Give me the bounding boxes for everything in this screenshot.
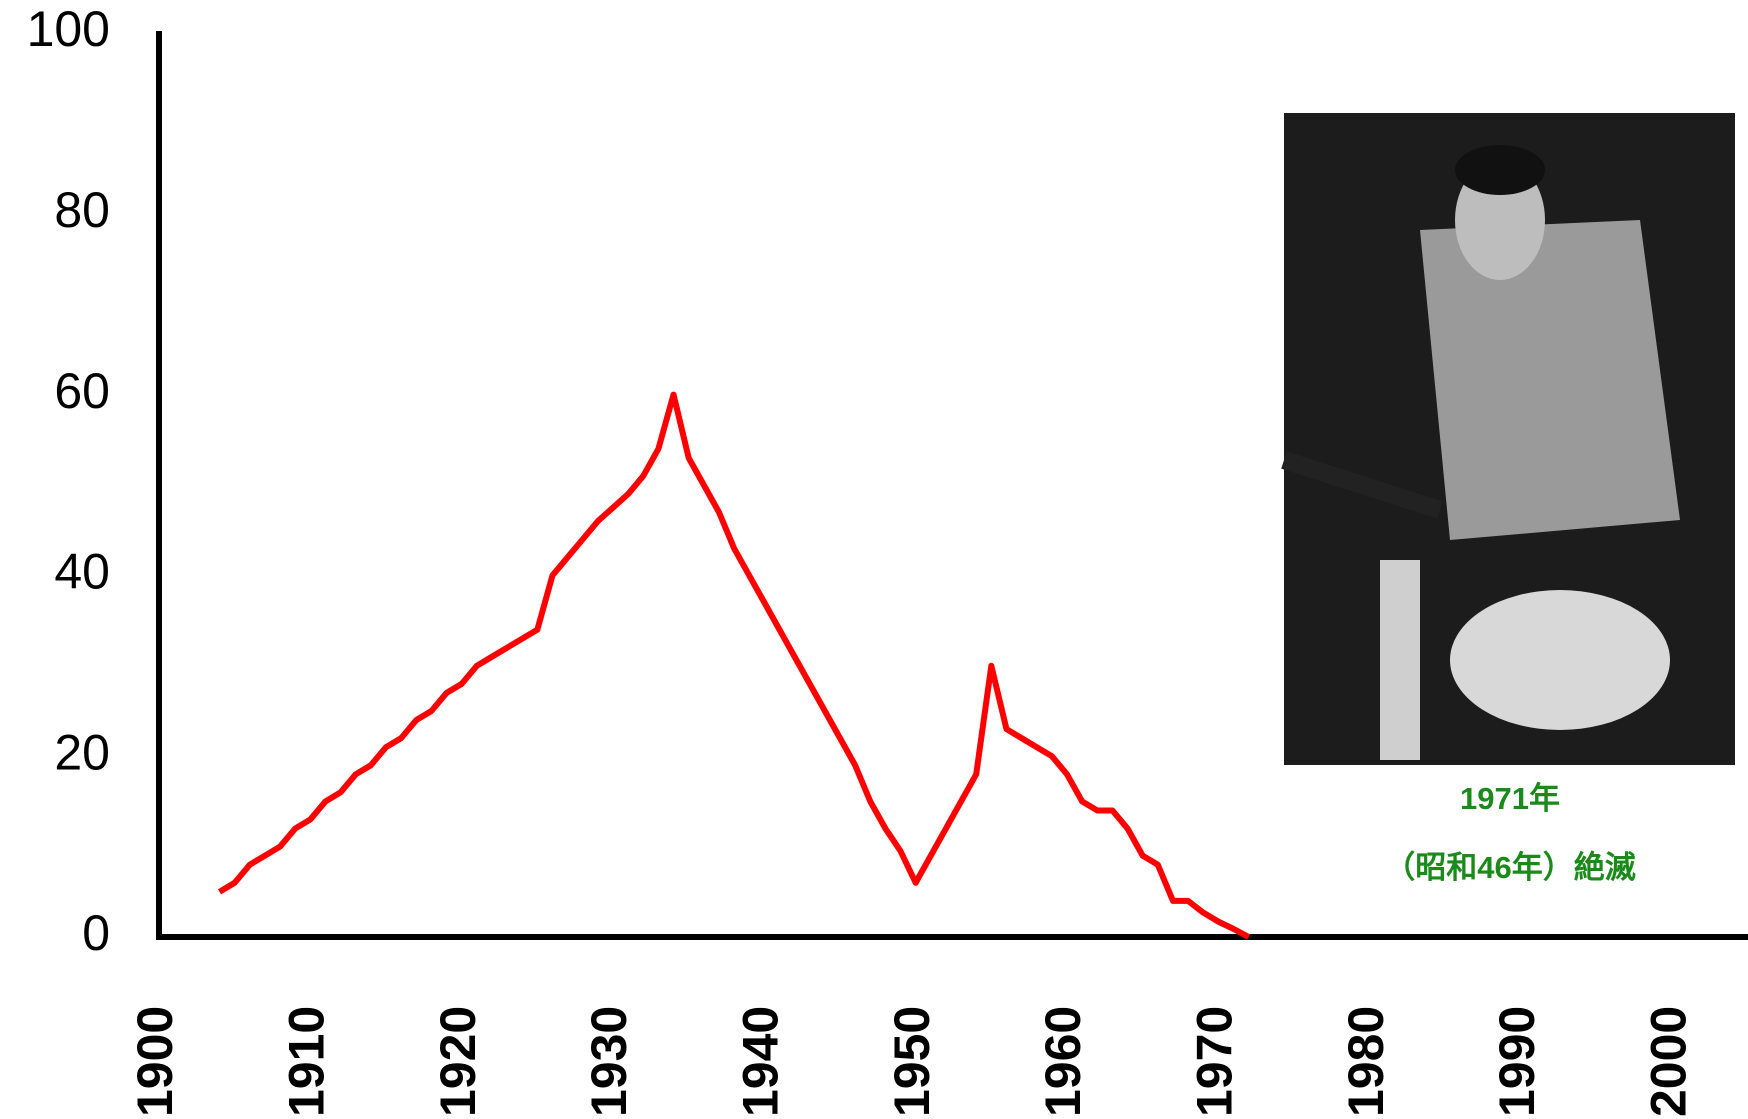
x-tick-label: 1990 <box>1489 1006 1545 1117</box>
x-tick-label: 1960 <box>1035 1006 1091 1117</box>
photo <box>1281 113 1735 765</box>
x-tick-label: 1920 <box>430 1006 486 1117</box>
y-tick-label: 100 <box>27 1 110 57</box>
y-tick-label: 20 <box>54 724 110 780</box>
x-tick-label: 1910 <box>279 1006 335 1117</box>
x-tick-label: 1900 <box>127 1006 183 1117</box>
x-tick-label: 1950 <box>884 1006 940 1117</box>
data-line <box>217 391 1251 940</box>
x-tick-label: 1940 <box>733 1006 789 1117</box>
annotation: 1971年 <box>1460 781 1560 816</box>
x-tick-label: 1970 <box>1187 1006 1243 1117</box>
x-tick-label: 2000 <box>1641 1006 1697 1117</box>
y-tick-label: 40 <box>54 544 110 600</box>
x-tick-label: 1930 <box>581 1006 637 1117</box>
y-tick-label: 80 <box>54 182 110 238</box>
x-tick-label: 1980 <box>1338 1006 1394 1117</box>
y-tick-label: 0 <box>82 905 110 961</box>
y-tick-label: 60 <box>54 363 110 419</box>
annotation: （昭和46年）絶滅 <box>1384 850 1635 885</box>
